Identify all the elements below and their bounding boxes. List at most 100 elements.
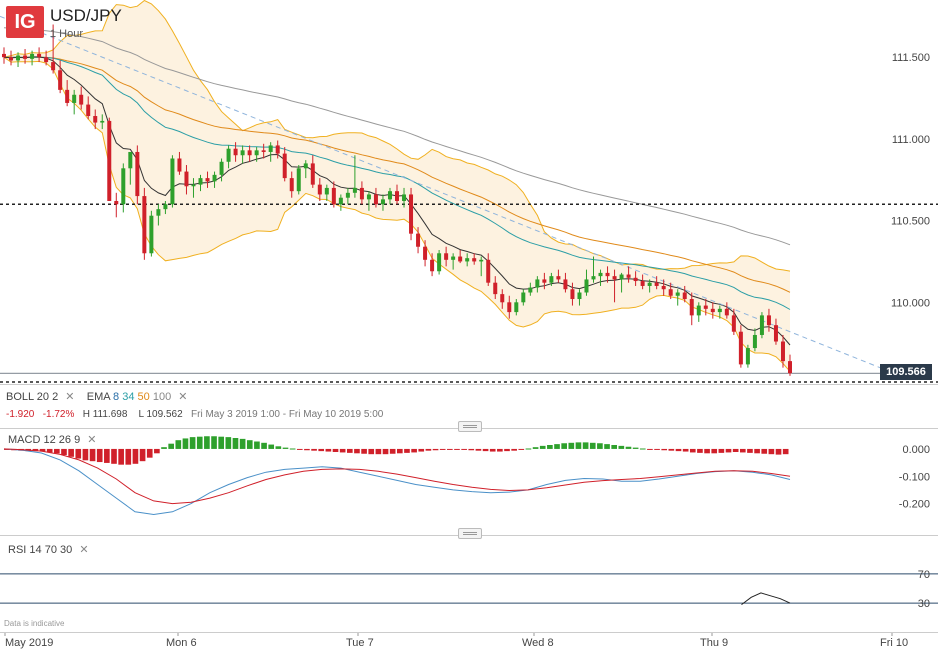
- candle-body: [472, 258, 477, 262]
- macd-histogram-bar: [454, 448, 460, 450]
- macd-histogram-bar: [568, 442, 575, 449]
- macd-histogram-bar: [182, 438, 189, 449]
- candle-body: [310, 163, 315, 185]
- candle-body: [163, 204, 168, 210]
- candle-body: [142, 196, 147, 254]
- macd-histogram-bar: [582, 442, 589, 449]
- rsi-lower: 30: [60, 544, 73, 556]
- rsi-label[interactable]: RSI: [8, 544, 27, 556]
- macd-histogram-bar: [432, 448, 439, 451]
- macd-histogram-bar: [525, 448, 532, 450]
- rsi-tick-label: 70: [918, 569, 930, 581]
- macd-histogram-bar: [575, 442, 582, 449]
- macd-histogram-bar: [46, 448, 53, 453]
- macd-histogram-bar: [475, 448, 482, 451]
- panel-resize-handle[interactable]: [458, 528, 482, 539]
- macd-histogram-bar: [382, 448, 389, 455]
- remove-boll-icon[interactable]: ✕: [65, 391, 75, 403]
- macd-histogram-bar: [296, 448, 303, 450]
- macd-histogram-bar: [547, 444, 553, 449]
- macd-label[interactable]: MACD: [8, 434, 41, 446]
- macd-histogram-bar: [32, 448, 39, 452]
- macd-histogram-bar: [439, 448, 446, 450]
- candle-body: [205, 178, 210, 182]
- boll-label[interactable]: BOLL: [6, 391, 34, 403]
- candle-body: [135, 151, 140, 197]
- macd-histogram-bar: [682, 448, 689, 452]
- macd-histogram-bar: [175, 440, 182, 449]
- remove-macd-icon[interactable]: ✕: [87, 434, 97, 446]
- candle-body: [752, 334, 757, 349]
- macd-histogram-bar: [254, 441, 260, 449]
- candle-body: [275, 145, 280, 154]
- candle-body: [556, 276, 561, 280]
- candle-body: [16, 55, 21, 61]
- macd-histogram-bar: [768, 448, 775, 455]
- candle-body: [359, 187, 364, 200]
- macd-histogram-bar: [132, 448, 139, 464]
- candle-body: [598, 272, 603, 277]
- macd-histogram-bar: [561, 443, 567, 449]
- bollinger-upper: [3, 0, 791, 272]
- rsi-tick-label: 30: [918, 598, 930, 610]
- candle-body: [788, 361, 792, 374]
- candle-body: [261, 150, 266, 152]
- macd-histogram-bar: [632, 447, 639, 449]
- macd-histogram-bar: [725, 448, 732, 453]
- macd-histogram-bar: [218, 436, 225, 449]
- macd-histogram-bar: [532, 447, 539, 449]
- candle-body: [402, 194, 407, 201]
- rsi-line: [741, 592, 791, 605]
- macd-histogram-bar: [618, 445, 625, 449]
- candle-body: [233, 148, 238, 156]
- candle-body: [44, 57, 49, 63]
- boll-period: 20: [36, 391, 50, 403]
- candle-body: [9, 57, 14, 61]
- disclaimer: Data is indicative: [4, 619, 65, 628]
- macd-histogram-bar: [489, 448, 496, 452]
- macd-histogram-bar: [39, 448, 46, 452]
- macd-histogram-bar: [289, 448, 296, 450]
- candle-body: [395, 191, 399, 201]
- interval-label[interactable]: 1 Hour: [50, 28, 84, 40]
- macd-histogram-bar: [268, 444, 275, 449]
- macd-histogram-bar: [246, 440, 253, 449]
- candle-body: [577, 292, 582, 300]
- ema-label[interactable]: EMA: [86, 391, 110, 403]
- candle-body: [780, 341, 785, 362]
- candle-body: [444, 253, 449, 260]
- candle-body: [493, 282, 498, 295]
- instrument-title[interactable]: USD/JPY: [50, 6, 122, 25]
- candle-body: [23, 55, 28, 59]
- candle-body: [759, 315, 764, 335]
- macd-histogram-bar: [354, 448, 360, 454]
- candle-body: [303, 163, 308, 169]
- panel-resize-handle[interactable]: [458, 421, 482, 432]
- candle-body: [114, 200, 119, 205]
- candle-body: [486, 259, 491, 283]
- macd-histogram-bar: [704, 448, 710, 454]
- candle-body: [86, 104, 91, 117]
- macd-histogram-bar: [111, 448, 117, 464]
- macd-histogram-bar: [104, 448, 110, 463]
- candle-body: [633, 277, 638, 282]
- macd-histogram-bar: [318, 448, 325, 452]
- macd-histogram-bar: [461, 448, 467, 450]
- macd-histogram-bar: [739, 448, 746, 453]
- macd-panel: 0.000 -0.100 -0.200: [3, 436, 930, 516]
- remove-ema-icon[interactable]: ✕: [178, 391, 188, 403]
- candle-body: [696, 305, 701, 316]
- macd-tick-label: -0.100: [899, 471, 930, 483]
- macd-histogram-bar: [89, 448, 96, 462]
- x-tick-label: Fri 10: [880, 637, 908, 649]
- candle-body: [128, 151, 133, 169]
- high-value: H 111.698: [82, 409, 128, 420]
- candle-body: [549, 276, 554, 283]
- remove-rsi-icon[interactable]: ✕: [79, 544, 89, 556]
- candle-body: [380, 199, 385, 205]
- macd-histogram-bar: [368, 448, 375, 455]
- ema-34: 34: [122, 391, 135, 403]
- candle-body: [451, 256, 456, 260]
- candle-body: [626, 274, 631, 278]
- macd-histogram-bar: [232, 438, 239, 449]
